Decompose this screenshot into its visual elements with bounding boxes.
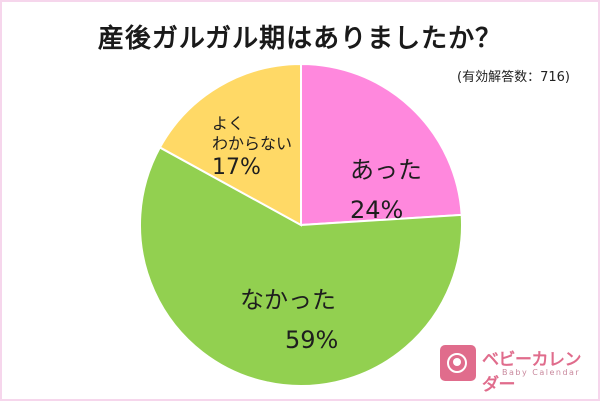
slice-label-yes-name: あった <box>350 156 422 184</box>
pie-slice-yes <box>300 62 463 227</box>
brand-name-en: Baby Calendar <box>502 368 581 377</box>
slice-label-yes: あった 24% <box>350 150 422 230</box>
slice-label-unsure-line2: わからない <box>212 134 293 153</box>
brand-logo: ベビーカレンダー Baby Calendar <box>440 343 590 395</box>
slice-label-no: なかった 59% <box>240 280 338 360</box>
pie-slice-unsure <box>158 62 302 227</box>
slice-label-no-pct: 59% <box>285 326 339 354</box>
brand-name-jp: ベビーカレンダー <box>482 350 582 395</box>
sample-size-note: (有効解答数：716) <box>457 70 570 85</box>
pie-slice-no <box>139 146 463 387</box>
calendar-baby-icon <box>440 345 476 381</box>
slice-label-unsure-line1: よく <box>212 114 245 133</box>
chart-title: 産後ガルガル期はありましたか？ <box>97 24 503 54</box>
slice-label-yes-pct: 24% <box>350 196 404 224</box>
slice-label-unsure: よく わからない 17% <box>212 114 292 182</box>
slice-label-unsure-pct: 17% <box>212 155 261 180</box>
slice-label-no-name: なかった <box>240 286 336 314</box>
